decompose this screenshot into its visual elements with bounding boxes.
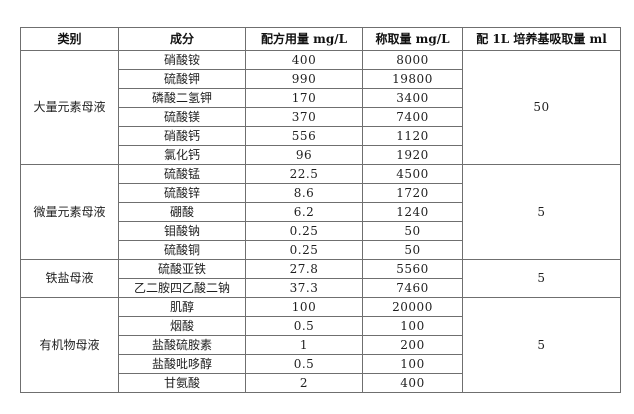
formula-amount-cell: 1: [245, 335, 363, 355]
formula-amount-cell: 8.6: [245, 183, 363, 203]
formula-amount-cell: 0.5: [245, 354, 363, 374]
weigh-amount-cell: 1240: [362, 202, 463, 222]
formula-amount-cell: 27.8: [245, 259, 363, 279]
column-header-formula-amount: 配方用量 mg/L: [245, 27, 363, 51]
formula-amount-cell: 0.25: [245, 221, 363, 241]
category-cell: 铁盐母液: [20, 259, 119, 298]
component-cell: 硫酸镁: [118, 107, 246, 127]
weigh-amount-cell: 100: [362, 316, 463, 336]
weigh-amount-cell: 50: [362, 221, 463, 241]
weigh-amount-cell: 7460: [362, 278, 463, 298]
component-cell: 盐酸吡哆醇: [118, 354, 246, 374]
formula-amount-cell: 22.5: [245, 164, 363, 184]
table-row: 微量元素母液 硫酸锰 22.5 4500 5: [20, 164, 621, 260]
weigh-amount-cell: 50: [362, 240, 463, 260]
header-row: 类别 成分 配方用量 mg/L 称取量 mg/L 配 1L 培养基吸取量 ml: [20, 27, 621, 51]
column-header-pipette-amount: 配 1L 培养基吸取量 ml: [462, 27, 621, 51]
component-cell: 钼酸钠: [118, 221, 246, 241]
category-cell: 有机物母液: [20, 297, 119, 393]
table-row: 甘氨酸 2 400: [21, 373, 621, 393]
formula-amount-cell: 100: [245, 297, 363, 317]
formula-amount-cell: 37.3: [245, 278, 363, 298]
weigh-amount-cell: 3400: [362, 88, 463, 108]
formula-amount-cell: 2: [245, 373, 363, 393]
pipette-amount-cell: 5: [462, 259, 621, 298]
table-row: 硫酸锌 8.6 1720: [21, 183, 621, 203]
category-cell: 微量元素母液: [20, 164, 119, 260]
nutrient-stock-solution-table: 类别 成分 配方用量 mg/L 称取量 mg/L 配 1L 培养基吸取量 ml …: [20, 27, 621, 393]
table-row: 硝酸钙 556 1120: [21, 126, 621, 146]
component-cell: 甘氨酸: [118, 373, 246, 393]
component-cell: 乙二胺四乙酸二钠: [118, 278, 246, 298]
component-cell: 硫酸锌: [118, 183, 246, 203]
weigh-amount-cell: 200: [362, 335, 463, 355]
formula-amount-cell: 990: [245, 69, 363, 89]
component-cell: 硫酸锰: [118, 164, 246, 184]
column-header-category: 类别: [20, 27, 119, 51]
formula-amount-cell: 556: [245, 126, 363, 146]
weigh-amount-cell: 4500: [362, 164, 463, 184]
table-row: 盐酸吡哆醇 0.5 100: [21, 354, 621, 374]
table-row: 硫酸铜 0.25 50: [21, 240, 621, 260]
pipette-amount-cell: 5: [462, 164, 621, 260]
formula-amount-cell: 96: [245, 145, 363, 165]
component-cell: 肌醇: [118, 297, 246, 317]
weigh-amount-cell: 7400: [362, 107, 463, 127]
table-row: 钼酸钠 0.25 50: [21, 221, 621, 241]
weigh-amount-cell: 1120: [362, 126, 463, 146]
component-cell: 硫酸钾: [118, 69, 246, 89]
component-cell: 硝酸钙: [118, 126, 246, 146]
component-cell: 氯化钙: [118, 145, 246, 165]
table-row: 氯化钙 96 1920: [21, 145, 621, 165]
table-row: 硼酸 6.2 1240: [21, 202, 621, 222]
pipette-amount-cell: 50: [462, 50, 621, 165]
column-header-weigh-amount: 称取量 mg/L: [362, 27, 463, 51]
component-cell: 硼酸: [118, 202, 246, 222]
component-cell: 烟酸: [118, 316, 246, 336]
weigh-amount-cell: 20000: [362, 297, 463, 317]
column-header-component: 成分: [118, 27, 246, 51]
weigh-amount-cell: 1720: [362, 183, 463, 203]
component-cell: 硫酸亚铁: [118, 259, 246, 279]
weigh-amount-cell: 8000: [362, 50, 463, 70]
weigh-amount-cell: 100: [362, 354, 463, 374]
formula-amount-cell: 400: [245, 50, 363, 70]
table-row: 磷酸二氢钾 170 3400: [21, 88, 621, 108]
weigh-amount-cell: 5560: [362, 259, 463, 279]
category-cell: 大量元素母液: [20, 50, 119, 165]
component-cell: 硫酸铜: [118, 240, 246, 260]
weigh-amount-cell: 1920: [362, 145, 463, 165]
weigh-amount-cell: 400: [362, 373, 463, 393]
table-row: 大量元素母液 硝酸铵 400 8000 50: [20, 50, 621, 165]
table-row: 铁盐母液 硫酸亚铁 27.8 5560 5: [20, 259, 621, 298]
formula-amount-cell: 6.2: [245, 202, 363, 222]
formula-amount-cell: 370: [245, 107, 363, 127]
component-cell: 磷酸二氢钾: [118, 88, 246, 108]
weigh-amount-cell: 19800: [362, 69, 463, 89]
pipette-amount-cell: 5: [462, 297, 621, 393]
component-cell: 硝酸铵: [118, 50, 246, 70]
formula-amount-cell: 0.5: [245, 316, 363, 336]
table-row: 盐酸硫胺素 1 200: [21, 335, 621, 355]
formula-amount-cell: 170: [245, 88, 363, 108]
component-cell: 盐酸硫胺素: [118, 335, 246, 355]
table-row: 有机物母液 肌醇 100 20000 5: [20, 297, 621, 393]
formula-amount-cell: 0.25: [245, 240, 363, 260]
